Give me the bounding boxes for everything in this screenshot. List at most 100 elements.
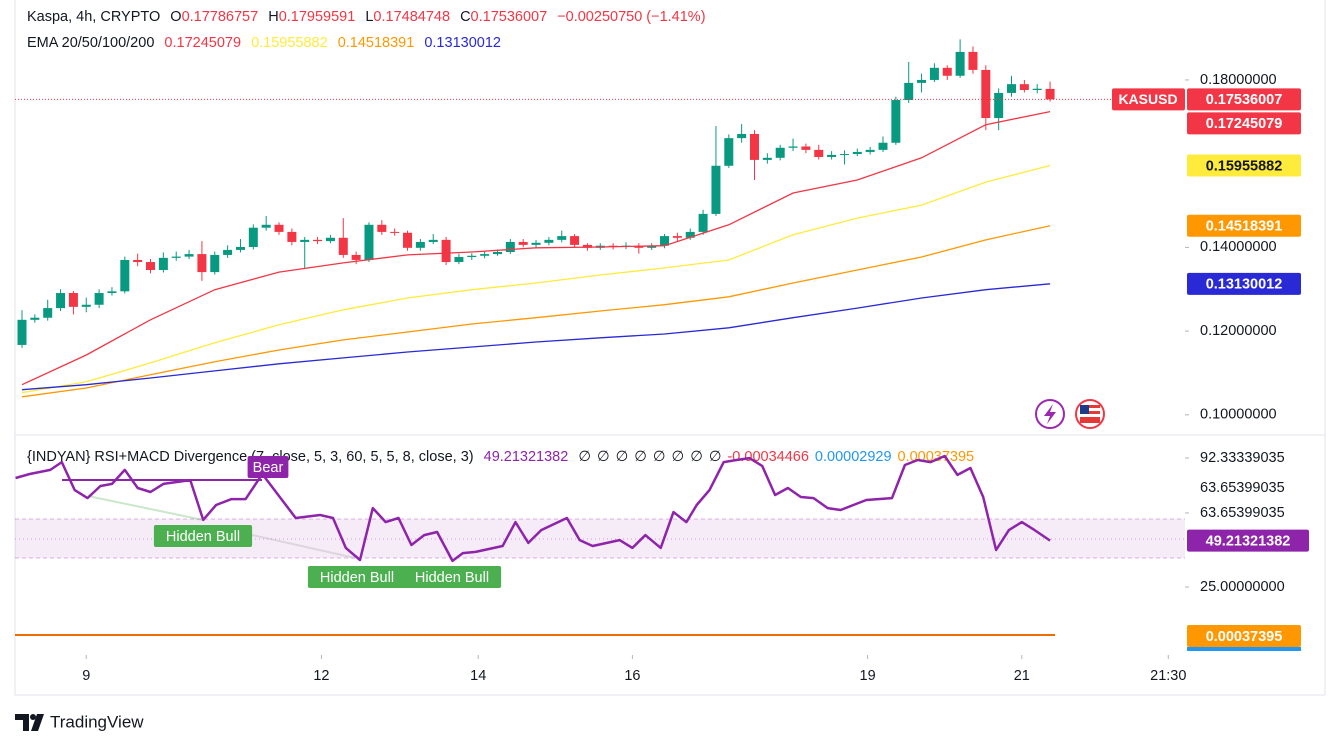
x-tick-label: 19 bbox=[860, 668, 876, 684]
candle-body bbox=[827, 154, 837, 157]
x-tick-label: 21 bbox=[1014, 668, 1030, 684]
candle-body bbox=[891, 100, 901, 143]
candle-body bbox=[287, 231, 297, 242]
empty-value: ∅ bbox=[615, 449, 629, 465]
candle-body bbox=[197, 254, 207, 273]
candle-body bbox=[531, 242, 541, 245]
candle-body bbox=[300, 239, 310, 242]
y-tick-label: 63.65399035 bbox=[1200, 505, 1285, 521]
y-tick-label: 0.10000000 bbox=[1200, 407, 1277, 423]
divergence-line bbox=[87, 495, 204, 521]
candle-body bbox=[1032, 88, 1042, 90]
candle-body bbox=[313, 239, 323, 242]
annotation-box bbox=[247, 456, 289, 478]
candle-body bbox=[325, 237, 335, 242]
candle-body bbox=[492, 252, 502, 255]
candle-body bbox=[788, 146, 798, 148]
candle-body bbox=[467, 255, 477, 258]
price-badge-label: 0.17536007 bbox=[1206, 92, 1283, 108]
candle-body bbox=[544, 239, 554, 243]
candle-body bbox=[994, 92, 1004, 119]
ohlc-key: L bbox=[365, 9, 374, 25]
candle-body bbox=[351, 254, 361, 260]
y-extra-label: 63.65399035 bbox=[1200, 480, 1285, 496]
ema-line bbox=[21, 164, 1051, 394]
candle-body bbox=[146, 262, 156, 270]
ohlc-value: 0.17484748 bbox=[373, 9, 451, 25]
candle-body bbox=[158, 257, 168, 270]
lightning bbox=[1044, 404, 1056, 424]
symbol-badge bbox=[1112, 88, 1185, 111]
candle-body bbox=[878, 142, 888, 150]
candle-body bbox=[377, 224, 387, 232]
candle-body bbox=[94, 293, 104, 305]
ohlc-key: C bbox=[460, 9, 471, 25]
candle-body bbox=[1007, 84, 1017, 93]
candle-body bbox=[929, 67, 939, 80]
candle-body bbox=[56, 293, 66, 309]
candle-body bbox=[724, 138, 734, 166]
indicator-title: EMA 20/50/100/200 bbox=[27, 35, 155, 51]
macd-badge-edge bbox=[1187, 647, 1301, 651]
flag-stripe bbox=[1080, 414, 1100, 417]
candle-body bbox=[1019, 84, 1029, 90]
ohlc-key: H bbox=[268, 9, 279, 25]
flag-stripe bbox=[1080, 408, 1100, 411]
candle-body bbox=[801, 146, 811, 150]
candle-body bbox=[647, 245, 657, 248]
empty-value: ∅ bbox=[634, 449, 647, 465]
ema-value: 0.17245079 bbox=[164, 35, 242, 51]
macd-badge bbox=[1187, 625, 1301, 647]
candle-body bbox=[415, 241, 425, 248]
candle-body bbox=[981, 69, 991, 119]
ema-value: 0.13130012 bbox=[424, 35, 501, 51]
candle-body bbox=[184, 254, 194, 257]
change: −0.00250750 (−1.41%) bbox=[557, 9, 706, 25]
candle-body bbox=[557, 236, 567, 240]
rsi-badge bbox=[1187, 529, 1309, 552]
brand: TradingView bbox=[50, 712, 144, 731]
ema-line bbox=[21, 225, 1051, 398]
candle-body bbox=[672, 236, 682, 238]
empty-value: ∅ bbox=[596, 449, 610, 465]
candle-body bbox=[904, 82, 914, 101]
symbol-label: KASUSD bbox=[1118, 91, 1177, 107]
candle-body bbox=[570, 236, 580, 245]
candle-body bbox=[17, 319, 27, 345]
candle-body bbox=[518, 241, 528, 245]
y-tick-label: 0.12000000 bbox=[1200, 323, 1277, 339]
candle-body bbox=[749, 133, 759, 160]
ema-legend: EMA 20/50/100/200 0.17245079 0.15955882 … bbox=[27, 35, 501, 51]
price-badge bbox=[1187, 112, 1301, 135]
ohlc-value: 0.17786757 bbox=[181, 9, 259, 25]
candle-body bbox=[261, 224, 271, 228]
candle-body bbox=[43, 308, 53, 318]
price-badge bbox=[1187, 154, 1301, 177]
candle-body bbox=[81, 304, 91, 307]
y-tick-label: 0.18000000 bbox=[1200, 72, 1277, 88]
brand-logo bbox=[15, 714, 44, 731]
ema-line bbox=[21, 283, 1051, 391]
candle-body bbox=[107, 291, 117, 294]
candle-body bbox=[338, 237, 348, 255]
candle-body bbox=[660, 236, 670, 246]
rsi-line bbox=[15, 454, 1051, 563]
annotation: Hidden Bull bbox=[415, 570, 489, 586]
candle-body bbox=[582, 244, 592, 248]
annotation: Bear bbox=[253, 460, 284, 476]
price-legend: Kaspa, 4h, CRYPTO O0.17786757 H0.1795959… bbox=[27, 9, 706, 25]
candle-body bbox=[839, 154, 849, 156]
candle-body bbox=[711, 165, 721, 214]
flag-canton bbox=[1080, 405, 1089, 414]
candle-body bbox=[454, 257, 464, 263]
candle-body bbox=[968, 51, 978, 70]
ohlc-key: O bbox=[170, 9, 182, 25]
ohlc-value: 0.17959591 bbox=[278, 9, 356, 25]
candles bbox=[17, 39, 1055, 348]
rsi-badge-label: 49.21321382 bbox=[1206, 533, 1291, 549]
candle-body bbox=[698, 213, 708, 232]
ema-value: 0.15955882 bbox=[251, 35, 328, 51]
symbol-title: Kaspa, 4h, CRYPTO bbox=[27, 9, 161, 25]
candle-body bbox=[917, 79, 927, 83]
